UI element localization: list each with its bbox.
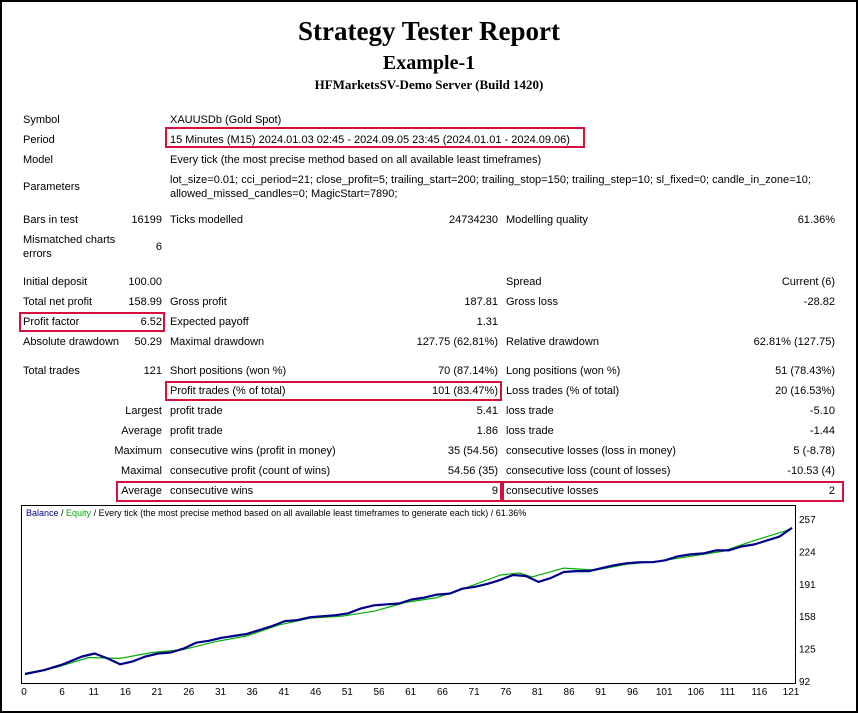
expected-payoff-label: Expected payoff [170,316,249,328]
profit-trades-label: Profit trades (% of total) [170,385,286,397]
equity-line [24,527,793,674]
model-label: Model [23,154,53,166]
gross-loss-label: Gross loss [506,296,558,308]
maximal-consecutive-profit-label: consecutive profit (count of wins) [170,465,331,477]
bars-value: 16199 [131,214,162,226]
average-label: Average [121,425,162,437]
maximal-consecutive-profit-value: 54.56 (35) [447,465,498,477]
largest-label: Largest [125,405,162,417]
parameters-label: Parameters [23,181,80,193]
average-consecutive-losses-value: 2 [828,485,835,497]
average-loss-label: loss trade [506,425,554,437]
parameters-line1: lot_size=0.01; cci_period=21; close_prof… [170,174,811,186]
maximal-drawdown-value: 127.75 (62.81%) [416,336,498,348]
largest-profit-value: 5.41 [476,405,498,417]
short-positions-value: 70 (87.14%) [438,365,498,377]
maximal-drawdown-label: Maximal drawdown [170,336,265,348]
profit-factor-value: 6.52 [140,316,162,328]
server-name: HFMarketsSV-Demo Server (Build 1420) [314,77,544,92]
period-label: Period [23,134,55,146]
legend-equity: Equity [66,508,92,518]
quality-value: 61.36% [797,214,835,226]
absolute-drawdown-label: Absolute drawdown [23,336,120,348]
quality-label: Modelling quality [506,214,588,226]
spread-label: Spread [506,276,542,288]
gross-loss-value: -28.82 [803,296,835,308]
symbol-value: XAUUSDb (Gold Spot) [170,114,282,126]
short-positions-label: Short positions (won %) [170,365,287,377]
maximal-consecutive-loss-value: -10.53 (4) [787,465,835,477]
max-consecutive-wins-label: consecutive wins (profit in money) [170,445,336,457]
relative-drawdown-value: 62.81% (127.75) [753,336,835,348]
initial-deposit-value: 100.00 [128,276,162,288]
long-positions-label: Long positions (won %) [506,365,621,377]
report-subtitle: Example-1 [382,52,476,74]
period-value: 15 Minutes (M15) 2024.01.03 02:45 - 2024… [170,134,570,146]
max-consecutive-losses-label: consecutive losses (loss in money) [506,445,676,457]
maximum-label: Maximum [114,445,162,457]
spread-value: Current (6) [781,276,835,288]
symbol-label: Symbol [23,114,60,126]
average-consecutive-wins-value: 9 [491,485,498,497]
profit-trades-value: 101 (83.47%) [431,385,498,397]
relative-drawdown-label: Relative drawdown [506,336,599,348]
balance-chart: Balance / Equity / Every tick (the most … [21,505,796,684]
ticks-label: Ticks modelled [170,214,243,226]
max-consecutive-losses-value: 5 (-8.78) [793,445,835,457]
gross-profit-value: 187.81 [464,296,498,308]
mismatch-label-line2: errors [23,248,52,260]
expected-payoff-value: 1.31 [476,316,498,328]
legend-separator-1: / [58,508,67,518]
gross-profit-label: Gross profit [170,296,227,308]
balance-chart-svg [24,526,793,676]
absolute-drawdown-value: 50.29 [134,336,162,348]
average-consecutive-losses-label: consecutive losses [506,485,599,497]
mismatch-value: 6 [155,241,162,253]
average-profit-value: 1.86 [476,425,498,437]
average-loss-value: -1.44 [809,425,835,437]
maximal-consecutive-loss-label: consecutive loss (count of losses) [506,465,671,477]
largest-loss-value: -5.10 [809,405,835,417]
parameters-line2: allowed_missed_candles=0; MagicStart=789… [170,188,398,200]
report-title: Strategy Tester Report [298,16,560,46]
average-consecutive-label: Average [121,485,162,497]
ticks-value: 24734230 [449,214,498,226]
loss-trades-value: 20 (16.53%) [775,385,835,397]
initial-deposit-label: Initial deposit [23,276,88,288]
largest-loss-label: loss trade [506,405,554,417]
model-value: Every tick (the most precise method base… [170,154,542,166]
total-trades-label: Total trades [23,365,80,377]
legend-description: / Every tick (the most precise method ba… [91,508,527,518]
mismatch-label-line1: Mismatched charts [23,234,116,246]
average-profit-label: profit trade [170,425,223,437]
bars-label: Bars in test [23,214,79,226]
loss-trades-label: Loss trades (% of total) [506,385,620,397]
profit-factor-label: Profit factor [23,316,80,328]
net-profit-label: Total net profit [23,296,93,308]
net-profit-value: 158.99 [128,296,162,308]
largest-profit-label: profit trade [170,405,223,417]
maximal-label: Maximal [121,465,162,477]
legend-balance: Balance [26,508,59,518]
balance-line [24,526,793,676]
total-trades-value: 121 [143,365,162,377]
max-consecutive-wins-value: 35 (54.56) [447,445,498,457]
chart-legend: Balance / Equity / Every tick (the most … [26,508,526,518]
long-positions-value: 51 (78.43%) [775,365,835,377]
average-consecutive-wins-label: consecutive wins [170,485,254,497]
